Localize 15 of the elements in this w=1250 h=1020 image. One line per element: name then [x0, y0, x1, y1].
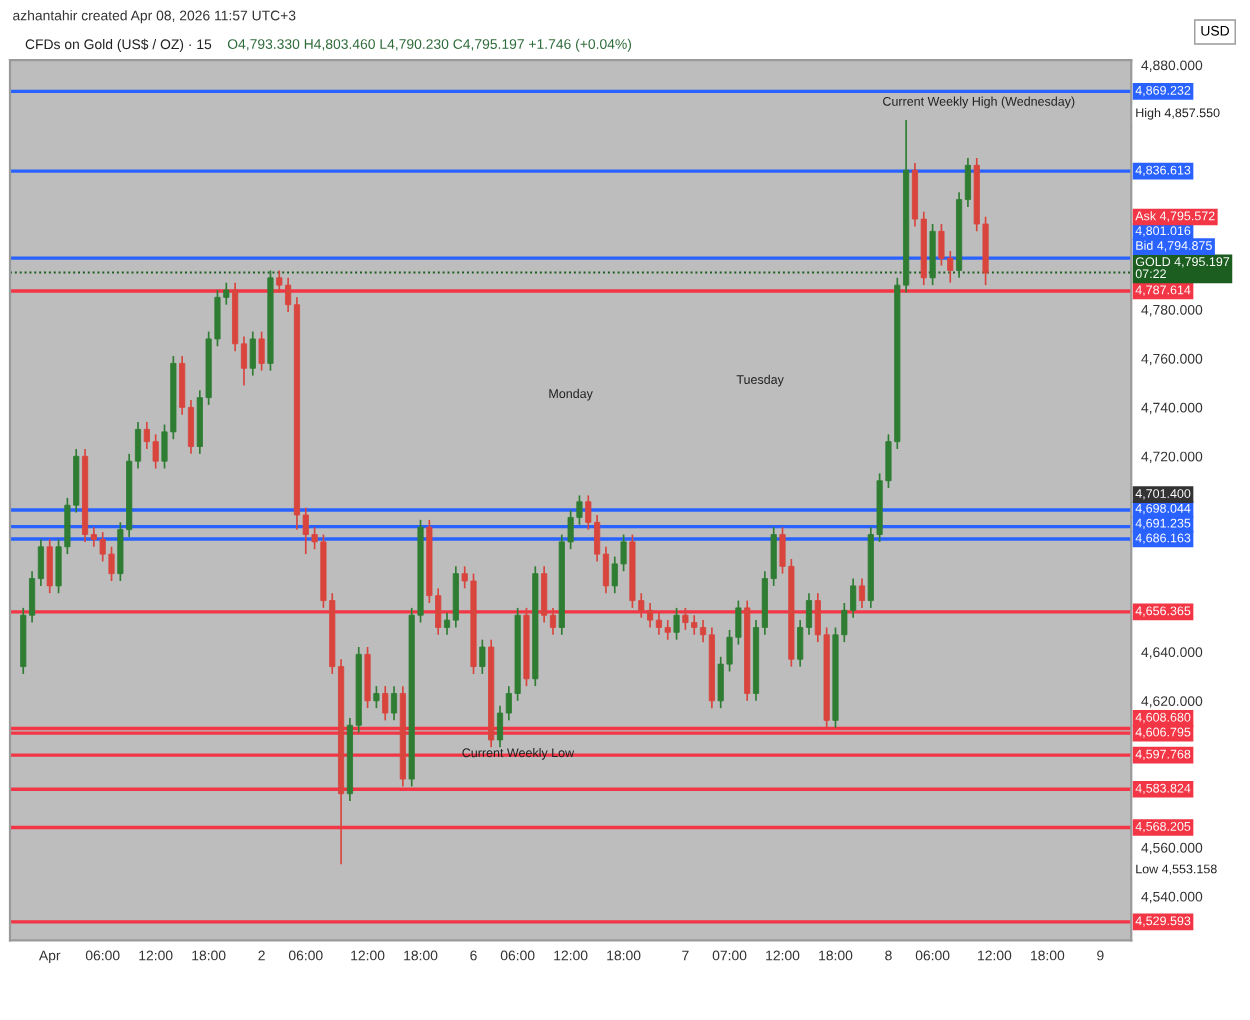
candlestick [452, 565, 459, 629]
candlestick [664, 619, 671, 641]
candlestick [249, 330, 256, 377]
candlestick [382, 685, 389, 722]
candlestick [258, 330, 265, 372]
candlestick [929, 223, 936, 286]
candlestick [373, 685, 380, 709]
candlestick [858, 577, 866, 609]
candlestick [46, 538, 53, 595]
candlestick [479, 638, 486, 675]
candlestick [364, 646, 371, 709]
candlestick [390, 685, 398, 722]
candlestick [541, 565, 548, 624]
candlestick [673, 607, 680, 641]
candlestick [152, 433, 159, 470]
